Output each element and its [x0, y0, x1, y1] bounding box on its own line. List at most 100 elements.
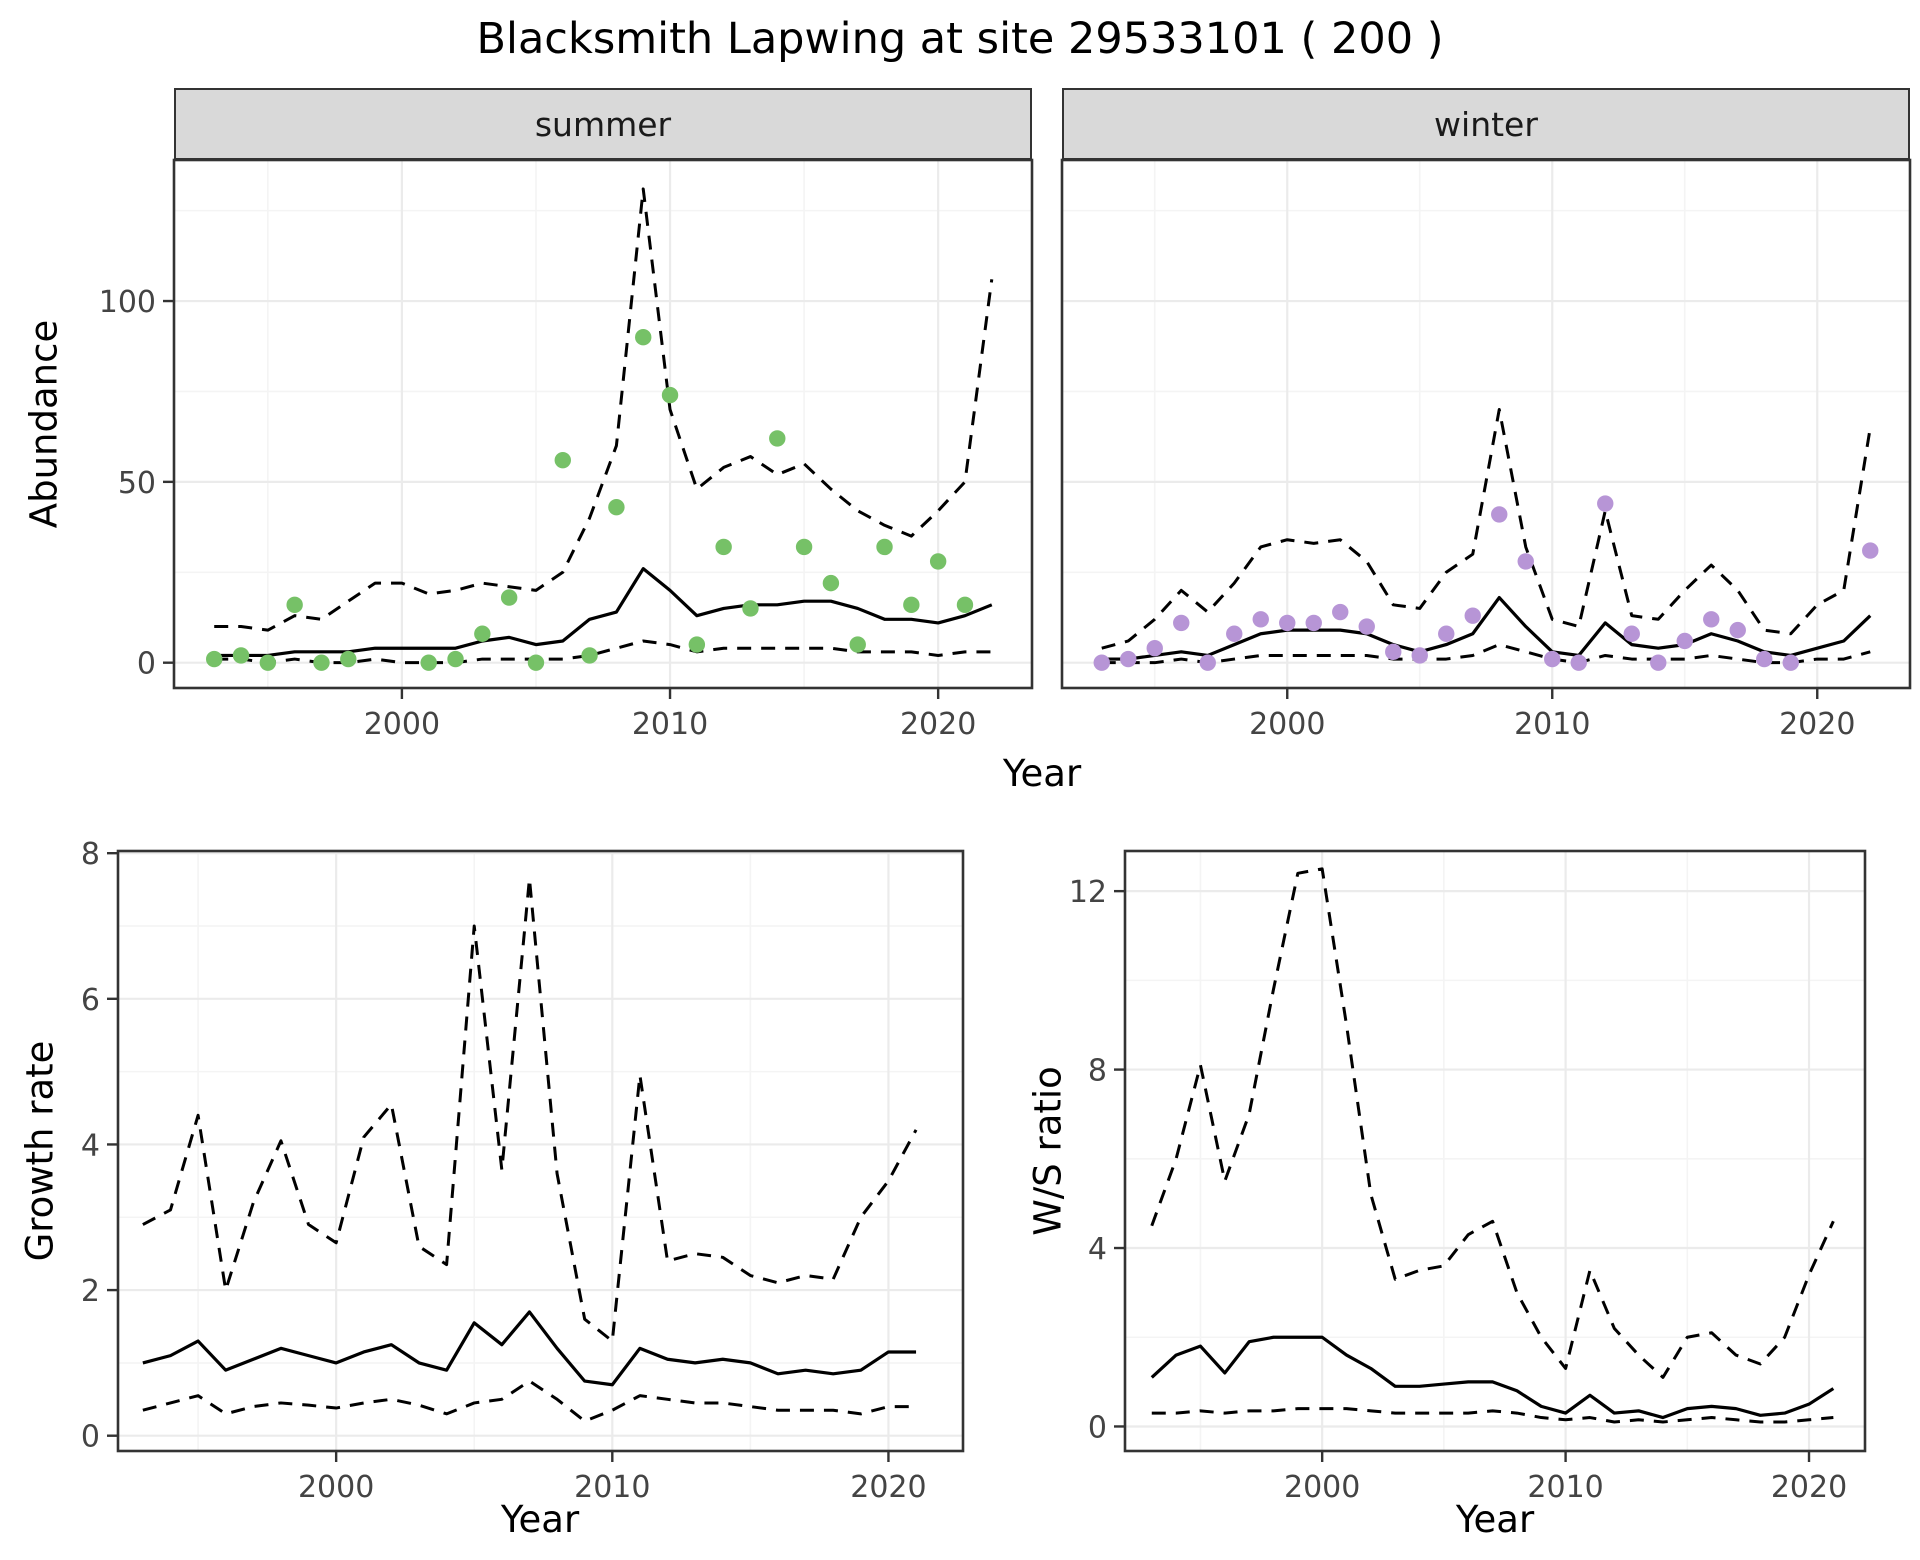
data-point	[1252, 611, 1269, 628]
data-point	[500, 589, 518, 606]
data-point	[1120, 650, 1137, 668]
data-point	[1756, 650, 1773, 668]
series-group	[1093, 408, 1879, 671]
facet-strip-summer: summer	[174, 88, 1032, 160]
data-point	[1199, 654, 1216, 671]
figure-title: Blacksmith Lapwing at site 29533101 ( 20…	[476, 14, 1444, 64]
data-point	[903, 596, 920, 614]
y-tick-label: 8	[81, 837, 100, 872]
facet-strip-summer-label: summer	[534, 104, 672, 144]
data-point	[313, 654, 330, 671]
series-upper-ci	[1101, 408, 1872, 650]
x-tick-label: 2020	[850, 1470, 926, 1505]
x-tick-label: 2000	[298, 1470, 374, 1505]
x-tick-label: 2020	[1779, 707, 1855, 742]
series-median	[142, 1310, 917, 1387]
y-axis-title-abundance: Abundance	[22, 319, 66, 529]
data-point	[1862, 542, 1879, 559]
series-lower-ci	[142, 1379, 917, 1423]
x-axis-title-growth-rate: Year	[500, 1498, 580, 1541]
data-point	[1703, 611, 1720, 628]
y-tick-label: 0	[1088, 1410, 1107, 1445]
data-point	[420, 654, 437, 671]
data-point	[1358, 618, 1375, 635]
data-point	[206, 650, 223, 668]
data-point	[1464, 607, 1481, 624]
x-tick-label: 2010	[1514, 707, 1590, 742]
series-observations	[206, 329, 974, 671]
data-point	[1570, 654, 1587, 671]
data-point	[1782, 654, 1799, 671]
data-point	[795, 538, 813, 556]
series-lower-ci	[1151, 1407, 1834, 1424]
data-point	[286, 596, 303, 614]
data-point	[929, 553, 947, 570]
panel-abundance-winter: 2000 2010 2020	[1060, 158, 1912, 742]
series-upper-ci	[142, 877, 918, 1343]
data-point	[554, 451, 571, 469]
data-point	[1279, 614, 1296, 632]
series-median	[214, 567, 993, 658]
data-point	[1173, 614, 1190, 632]
data-point	[1332, 603, 1349, 621]
x-tick-label: 2000	[1284, 1470, 1360, 1505]
x-axis-title-ws-ratio: Year	[1455, 1498, 1535, 1541]
x-tick-label: 2010	[574, 1470, 650, 1505]
data-point	[447, 650, 464, 668]
gridlines	[174, 160, 1032, 688]
x-tick-label: 2000	[364, 707, 440, 742]
facet-strip-winter-label: winter	[1434, 104, 1538, 144]
data-point	[581, 647, 598, 664]
panel-abundance-summer: 2000 2010 2020 0 50 100	[99, 158, 1034, 742]
y-axis-title-ws-ratio: W/S ratio	[1026, 1066, 1070, 1236]
data-point	[1623, 625, 1640, 642]
series-upper-ci	[214, 187, 994, 632]
gridlines	[1125, 851, 1865, 1451]
data-point	[1517, 553, 1534, 570]
data-point	[1411, 647, 1428, 664]
y-tick-label: 0	[137, 647, 156, 682]
data-point	[688, 636, 706, 653]
data-point	[1305, 614, 1322, 632]
panel-ws-ratio: 2000 2010 2020 0 4 8 12	[1069, 849, 1867, 1505]
data-point	[876, 538, 893, 556]
data-point	[849, 636, 866, 653]
series-observations	[1093, 495, 1879, 671]
y-tick-label: 100	[99, 285, 156, 320]
y-tick-label: 6	[81, 983, 100, 1018]
data-point	[956, 596, 974, 614]
series-group	[142, 877, 918, 1423]
y-tick-label: 2	[81, 1274, 100, 1309]
data-point	[769, 430, 786, 447]
panel-border	[172, 158, 1034, 690]
data-point	[232, 647, 250, 664]
gridlines	[1062, 160, 1910, 688]
data-point	[1438, 625, 1455, 642]
x-axis-title-top: Year	[1002, 752, 1082, 795]
data-point	[1676, 632, 1693, 650]
y-tick-label: 4	[1088, 1232, 1107, 1267]
x-tick-label: 2010	[632, 707, 708, 742]
data-point	[1491, 506, 1508, 523]
panel-border	[1060, 158, 1912, 690]
facet-strip-winter: winter	[1062, 88, 1910, 160]
data-point	[1544, 650, 1561, 668]
y-axis-title-growth-rate: Growth rate	[18, 1040, 62, 1262]
data-point	[661, 386, 679, 404]
axis-ticks: 2000 2010 2020	[1249, 688, 1855, 742]
data-point	[1385, 643, 1402, 661]
axis-ticks: 2000 2010 2020 0 4 8 12	[1069, 875, 1847, 1505]
y-tick-label: 4	[81, 1128, 100, 1163]
panel-growth-rate: 2000 2010 2020 0 2 4 6 8	[81, 837, 965, 1505]
axis-ticks: 2000 2010 2020 0 50 100	[99, 285, 977, 742]
x-tick-label: 2020	[1771, 1470, 1847, 1505]
series-lower-ci	[1101, 643, 1871, 665]
panel-border	[1123, 849, 1867, 1453]
data-point	[527, 654, 545, 671]
y-tick-label: 0	[81, 1420, 100, 1455]
data-point	[1093, 654, 1110, 671]
data-point	[1226, 625, 1243, 642]
panel-border	[116, 849, 965, 1453]
